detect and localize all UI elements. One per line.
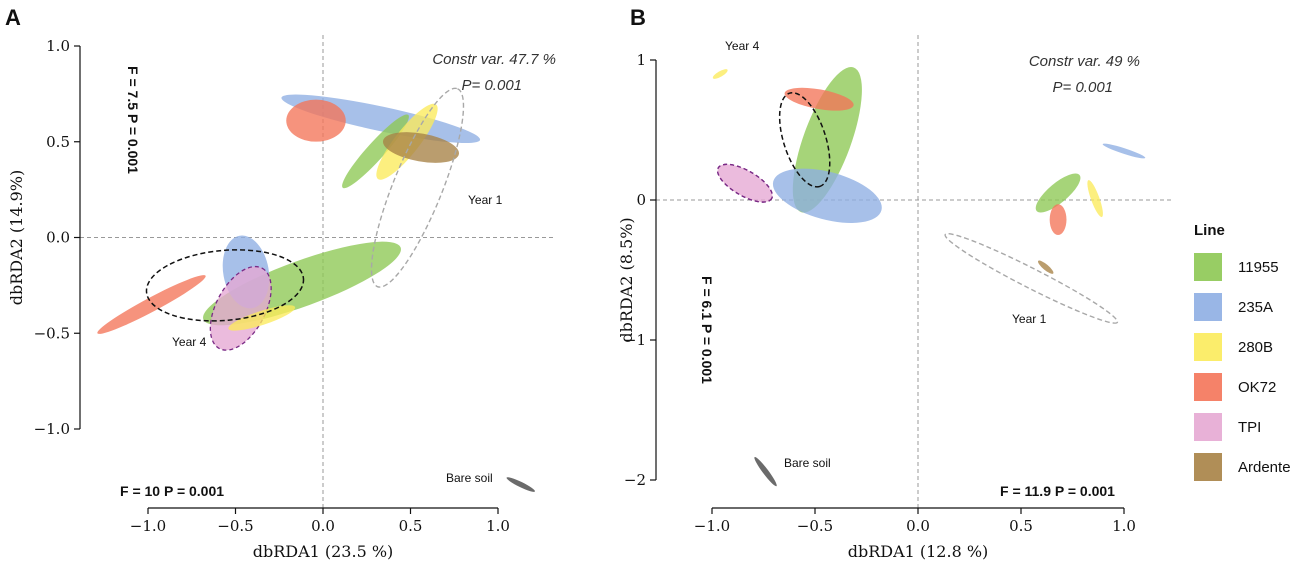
x-axis-label: dbRDA1 (23.5 %) (253, 542, 394, 561)
annotation-year-4: Year 4 (725, 39, 760, 53)
dbrda1-statistic: F = 10 P = 0.001 (120, 483, 224, 499)
x-tick-label: 0.0 (906, 517, 930, 535)
annotation-year-4: Year 4 (172, 335, 207, 349)
ellipse-year-4-hull (145, 249, 305, 322)
x-axis-label: dbRDA1 (12.8 %) (848, 542, 989, 561)
ellipse-year-1-hull (944, 232, 1119, 324)
x-tick-label: 0.5 (399, 517, 423, 535)
dbrda1-statistic: F = 11.9 P = 0.001 (1000, 483, 1115, 499)
annotation-bare-soil: Bare soil (784, 456, 831, 470)
ellipse-ok72-year-1 (1049, 204, 1067, 236)
legend: Line 11955 235A 280B OK72 TPI Ardente (1194, 222, 1291, 481)
ellipse-11955-year-1 (1035, 173, 1081, 213)
ellipse-layer (97, 87, 535, 492)
legend-title: Line (1194, 222, 1225, 239)
ellipse-bare-soil (506, 477, 535, 492)
dbrda2-statistic: F = 7.5 P = 0.001 (125, 66, 141, 174)
legend-label-ardente: Ardente (1238, 459, 1291, 476)
p-value-label: P= 0.001 (462, 77, 522, 94)
panel-label-B: B (630, 5, 646, 30)
legend-label-280b: 280B (1238, 339, 1273, 356)
legend-label-ok72: OK72 (1238, 379, 1276, 396)
ellipse-280b-year-4 (712, 69, 728, 79)
y-tick-label: 0.0 (46, 229, 70, 247)
x-tick-label: 0.0 (311, 517, 335, 535)
y-axis-label: dbRDA2 (8.5%) (617, 217, 636, 342)
annotation-year-1: Year 1 (1012, 312, 1047, 326)
ellipse-235a-year-4 (772, 168, 882, 223)
ellipse-11955-year-1 (342, 114, 409, 189)
ellipse-ardente-year-1 (383, 132, 459, 163)
legend-swatch-tpi (1194, 413, 1222, 441)
legend-swatch-ardente (1194, 453, 1222, 481)
ellipse-280b-year-4 (228, 305, 296, 331)
x-tick-label: 0.5 (1009, 517, 1033, 535)
y-tick-label: 1.0 (46, 37, 70, 55)
x-tick-label: −1.0 (130, 517, 166, 535)
p-value-label: P= 0.001 (1053, 79, 1113, 96)
panel-B: B −1.0 −0.5 0.0 0.5 1.0 −2 −1 0 1 dbRDA1 (12.8 %) d… (617, 5, 1172, 561)
ellipse-year-4-hull (778, 91, 831, 188)
ellipse-tpi-year-4 (716, 163, 774, 203)
legend-label-tpi: TPI (1238, 419, 1261, 436)
ellipse-tpi-outline (716, 163, 774, 203)
annotation-year-1: Year 1 (468, 193, 503, 207)
ellipse-235a-year-1 (1102, 143, 1146, 159)
y-tick-label: −1.0 (34, 420, 70, 438)
legend-swatch-ok72 (1194, 373, 1222, 401)
y-tick-label: −0.5 (34, 324, 70, 342)
ellipse-ok72-year-1 (286, 99, 346, 142)
panel-label-A: A (5, 5, 21, 30)
panel-A: A −1.0 −0.5 0.0 0.5 1.0 −1.0 −0.5 0.0 0.5 1.0 dbRDA… (5, 5, 556, 561)
constrained-variance-label: Constr var. 47.7 % (432, 51, 556, 68)
y-tick-label: 1 (636, 51, 646, 69)
x-tick-label: −0.5 (217, 517, 253, 535)
x-tick-label: −0.5 (797, 517, 833, 535)
y-tick-label: −1 (624, 331, 646, 349)
y-tick-label: 0.5 (46, 133, 70, 151)
ellipse-bare-soil (754, 456, 777, 487)
annotation-bare-soil: Bare soil (446, 471, 493, 485)
legend-label-11955: 11955 (1238, 259, 1279, 276)
legend-swatch-11955 (1194, 253, 1222, 281)
y-tick-label: −2 (624, 471, 646, 489)
ellipse-layer (712, 66, 1146, 487)
legend-label-235a: 235A (1238, 299, 1273, 316)
ellipse-ardente-year-1 (1037, 260, 1054, 274)
x-tick-label: 1.0 (1112, 517, 1136, 535)
ellipse-ok72-year-4 (784, 87, 854, 111)
x-tick-label: 1.0 (486, 517, 510, 535)
legend-swatch-280b (1194, 333, 1222, 361)
ellipse-year-1-hull (370, 87, 465, 288)
y-tick-label: 0 (636, 191, 646, 209)
ellipse-280b-year-1 (1087, 180, 1103, 218)
legend-swatch-235a (1194, 293, 1222, 321)
y-axis-label: dbRDA2 (14.9%) (7, 170, 26, 306)
x-tick-label: −1.0 (694, 517, 730, 535)
dbrda2-statistic: F = 6.1 P = 0.001 (699, 276, 715, 384)
constrained-variance-label: Constr var. 49 % (1029, 53, 1140, 70)
ellipse-ok72-year-4 (97, 275, 206, 334)
